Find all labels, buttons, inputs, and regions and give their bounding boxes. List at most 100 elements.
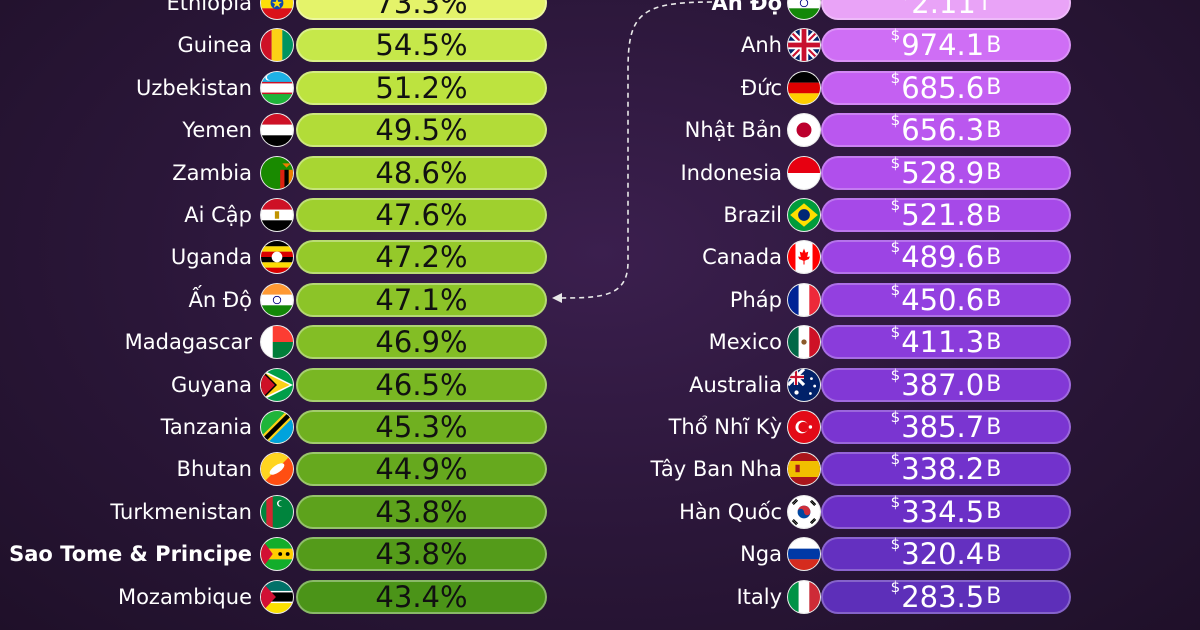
right-value-bar: $334.5 B — [821, 492, 1071, 529]
value-unit: B — [986, 414, 1002, 440]
right-value-label: 283.5 — [901, 579, 985, 614]
right-country-label: Tây Ban Nha — [650, 457, 783, 482]
left-row-4: Zambia 48.6% — [0, 155, 1200, 191]
value-unit: B — [986, 202, 1002, 228]
left-row-14: Mozambique 43.4% — [0, 579, 1200, 615]
right-country-label: Indonesia — [680, 160, 782, 185]
right-row-8: Mexico $411.3 B — [0, 323, 1200, 360]
right-row-1: Anh $974.1 B — [0, 26, 1200, 63]
right-value-bar: $338.2 B — [821, 450, 1071, 487]
right-value-bar: $974.1 B — [821, 26, 1071, 63]
bhutan-flag-icon — [260, 452, 294, 487]
left-value-bar: 43.4% — [296, 579, 547, 614]
right-value-bar: $385.7 B — [821, 408, 1071, 444]
value-unit: B — [986, 287, 1002, 313]
right-row-0: Ấn Độ $2.11T — [0, 0, 1200, 21]
sao-tome-flag-icon — [260, 537, 294, 572]
left-row-2: Uzbekistan 51.2% — [0, 70, 1200, 106]
right-value-bar: $528.9 B — [821, 153, 1071, 190]
right-country-label: Anh — [741, 33, 782, 58]
guinea-flag-icon — [260, 28, 294, 63]
right-country-label: Ấn Độ — [711, 0, 782, 15]
currency-symbol: $ — [890, 68, 901, 87]
left-value-bar: 47.2% — [296, 240, 547, 275]
currency-symbol: $ — [890, 280, 901, 299]
left-value-bar: 73.3% — [296, 0, 547, 20]
left-value-label: 48.6% — [375, 155, 468, 190]
right-country-label: Nga — [740, 542, 782, 567]
madagascar-flag-icon — [260, 325, 294, 360]
right-value-bar: $411.3 B — [821, 323, 1071, 360]
currency-symbol: $ — [890, 408, 901, 426]
left-country-label: Mozambique — [117, 584, 252, 609]
left-country-label: Ai Cập — [184, 203, 252, 227]
right-row-6: Canada $489.6 B — [0, 238, 1200, 275]
left-value-bar: 45.3% — [296, 410, 547, 444]
currency-symbol: $ — [890, 323, 901, 342]
left-value-label: 43.8% — [375, 494, 468, 529]
value-unit: B — [986, 499, 1002, 525]
left-value-label: 43.8% — [375, 537, 468, 572]
indonesia-flag-icon — [787, 155, 821, 190]
left-country-label: Madagascar — [124, 330, 252, 355]
brazil-flag-icon — [787, 198, 821, 232]
mozambique-flag-icon — [260, 579, 294, 614]
value-unit: B — [986, 244, 1002, 270]
currency-symbol: $ — [890, 196, 901, 214]
right-country-label: Australia — [689, 372, 782, 397]
russia-flag-icon — [787, 537, 821, 572]
left-value-bar: 47.6% — [296, 198, 547, 232]
left-value-label: 47.2% — [375, 240, 468, 275]
left-value-bar: 43.8% — [296, 494, 547, 529]
currency-symbol: $ — [890, 577, 901, 596]
right-country-label: Mexico — [708, 330, 782, 355]
left-country-label: Ethiopia — [166, 0, 252, 15]
mexico-flag-icon — [787, 325, 821, 360]
currency-symbol: $ — [890, 492, 901, 511]
left-value-bar: 44.9% — [296, 452, 547, 487]
right-value-bar: $656.3 B — [821, 111, 1071, 148]
currency-symbol: $ — [890, 111, 901, 130]
value-unit: T — [977, 0, 992, 16]
right-row-9: Australia $387.0 B — [0, 366, 1200, 403]
right-value-bar: $489.6 B — [821, 238, 1071, 275]
right-value-label: 450.6 — [901, 282, 985, 317]
left-row-9: Guyana 46.5% — [0, 367, 1200, 403]
right-value-label: 411.3 — [901, 325, 985, 360]
right-row-11: Tây Ban Nha $338.2 B — [0, 450, 1200, 487]
value-unit: B — [986, 75, 1002, 101]
india-flag-icon — [260, 282, 294, 317]
left-value-bar: 49.5% — [296, 113, 547, 148]
currency-symbol: $ — [901, 0, 911, 2]
value-unit: B — [986, 456, 1002, 482]
value-unit: B — [986, 372, 1002, 398]
right-country-label: Canada — [702, 245, 782, 270]
left-country-label: Uzbekistan — [136, 75, 252, 100]
yemen-flag-icon — [260, 113, 294, 148]
turkmenistan-flag-icon — [260, 494, 294, 529]
value-unit: B — [986, 32, 1002, 58]
left-country-label: Zambia — [172, 160, 252, 185]
right-country-label: Đức — [740, 75, 782, 100]
left-value-label: 54.5% — [375, 28, 468, 63]
right-value-label: 656.3 — [901, 113, 985, 148]
france-flag-icon — [787, 282, 821, 317]
right-country-label: Brazil — [723, 203, 782, 227]
left-value-label: 51.2% — [375, 70, 468, 105]
right-value-label: 334.5 — [901, 494, 985, 529]
value-unit: B — [986, 117, 1002, 143]
right-row-14: Italy $283.5 B — [0, 577, 1200, 615]
value-unit: B — [986, 329, 1002, 355]
germany-flag-icon — [787, 70, 821, 105]
right-country-label: Hàn Quốc — [679, 499, 782, 524]
right-value-label: 320.4 — [901, 537, 985, 572]
right-value-label: 685.6 — [901, 70, 985, 105]
left-country-label: Bhutan — [176, 457, 252, 482]
left-country-label: Guinea — [177, 33, 252, 58]
currency-symbol: $ — [890, 450, 901, 469]
left-value-label: 49.5% — [375, 113, 468, 148]
currency-symbol: $ — [890, 153, 901, 172]
right-country-label: Italy — [736, 584, 782, 609]
left-value-label: 43.4% — [375, 579, 468, 614]
australia-flag-icon — [787, 367, 821, 402]
